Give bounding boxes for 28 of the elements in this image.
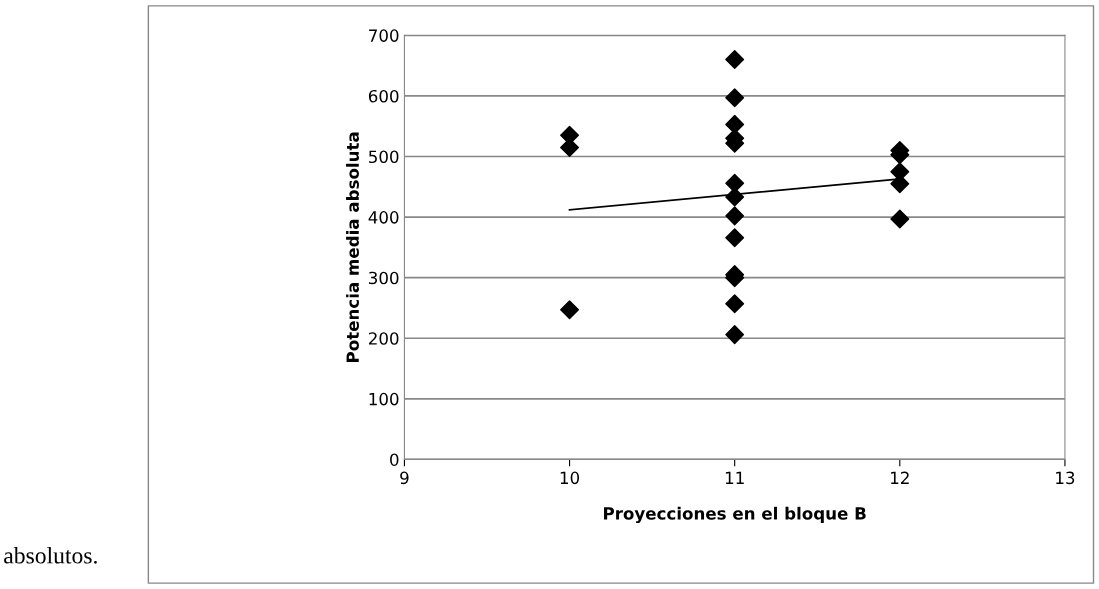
y-tick-label: 500 — [369, 150, 399, 164]
point — [725, 228, 745, 248]
point — [725, 294, 745, 314]
x-axis-title: Proyecciones en el bloque B — [604, 506, 866, 524]
x-tick-label: 12 — [891, 471, 909, 484]
point — [725, 114, 745, 134]
point — [560, 300, 580, 320]
y-tick-label: 200 — [368, 332, 399, 345]
point — [725, 173, 745, 193]
point — [725, 187, 745, 207]
y-tick-label: 400 — [368, 211, 399, 224]
y-tick-label: 100 — [369, 392, 399, 406]
x-tick-label: 13 — [1056, 471, 1075, 485]
y-axis-title: Potencia media absoluta — [346, 132, 359, 362]
y-tick-label: 300 — [369, 271, 399, 285]
point — [725, 325, 745, 345]
y-tick-label: 600 — [368, 89, 399, 103]
point — [725, 50, 745, 70]
y-tick-label: 0 — [390, 453, 399, 466]
point — [725, 88, 745, 108]
text: absolutos. — [4, 546, 97, 564]
x-tick-label: 11 — [725, 471, 744, 484]
point — [890, 174, 910, 194]
x-tick-label: 10 — [560, 471, 580, 485]
point — [890, 209, 910, 229]
point — [725, 206, 745, 226]
x-tick-label: 9 — [400, 471, 409, 485]
y-tick-label: 700 — [369, 29, 399, 42]
